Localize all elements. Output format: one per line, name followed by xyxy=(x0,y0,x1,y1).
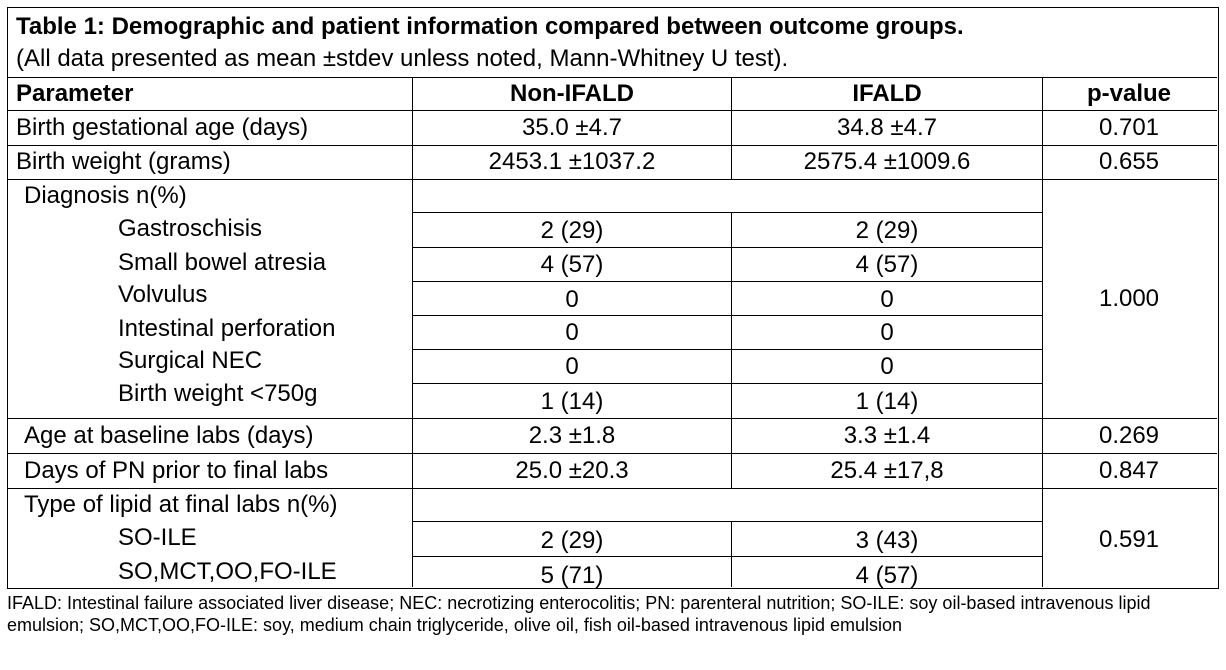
row-label: Diagnosis n(%) xyxy=(24,182,187,209)
ifald-value: 4 (57) xyxy=(855,251,919,278)
lipid-item: SO,MCT,OO,FO-ILE xyxy=(118,558,337,585)
column-rule xyxy=(731,212,732,419)
p-value: 0.591 xyxy=(1098,526,1160,553)
p-value: 1.000 xyxy=(1098,285,1160,312)
rule xyxy=(8,179,1217,180)
column-rule xyxy=(1042,77,1043,587)
p-value: 0.701 xyxy=(1098,114,1160,141)
diagnosis-item: Surgical NEC xyxy=(118,347,263,374)
ifald-value: 2575.4 ±1009.6 xyxy=(803,148,971,175)
diagnosis-item: Birth weight <750g xyxy=(118,380,318,407)
non-ifald-value: 4 (57) xyxy=(540,251,604,278)
row-label: Days of PN prior to final labs xyxy=(24,457,329,484)
rule xyxy=(8,145,1217,146)
rule xyxy=(412,281,1042,282)
table-footnote: IFALD: Intestinal failure associated liv… xyxy=(7,593,1151,635)
non-ifald-value: 0 xyxy=(565,286,579,313)
non-ifald-value: 0 xyxy=(565,319,579,346)
p-value: 0.655 xyxy=(1098,148,1160,175)
lipid-item: SO-ILE xyxy=(118,524,197,551)
ifald-value: 0 xyxy=(880,319,894,346)
rule xyxy=(8,77,1217,78)
p-value: 0.847 xyxy=(1098,457,1160,484)
rule xyxy=(412,247,1042,248)
diagnosis-item: Small bowel atresia xyxy=(118,249,327,276)
column-rule xyxy=(412,77,413,587)
header-non-ifald: Non-IFALD xyxy=(510,80,634,107)
table-subtitle: (All data presented as mean ±stdev unles… xyxy=(16,45,789,72)
non-ifald-value: 5 (71) xyxy=(540,562,604,589)
non-ifald-value: 2.3 ±1.8 xyxy=(528,422,616,449)
rule xyxy=(412,315,1042,316)
rule xyxy=(8,418,1217,419)
non-ifald-value: 2 (29) xyxy=(540,217,604,244)
diagnosis-item: Gastroschisis xyxy=(118,215,263,242)
column-rule xyxy=(731,418,732,488)
non-ifald-value: 2 (29) xyxy=(540,527,604,554)
header-parameter: Parameter xyxy=(16,80,134,107)
rule xyxy=(412,556,1042,557)
row-label: Birth weight (grams) xyxy=(16,148,231,175)
ifald-value: 34.8 ±4.7 xyxy=(837,114,937,141)
rule xyxy=(412,349,1042,350)
row-label: Type of lipid at final labs n(%) xyxy=(24,491,338,518)
rule xyxy=(8,110,1217,111)
non-ifald-value: 0 xyxy=(565,353,579,380)
rule xyxy=(8,488,1217,489)
non-ifald-value: 25.0 ±20.3 xyxy=(515,457,629,484)
non-ifald-value: 2453.1 ±1037.2 xyxy=(488,148,656,175)
diagnosis-item: Volvulus xyxy=(118,281,208,308)
non-ifald-value: 35.0 ±4.7 xyxy=(522,114,622,141)
ifald-value: 25.4 ±17,8 xyxy=(830,457,944,484)
row-label: Age at baseline labs (days) xyxy=(24,422,314,449)
ifald-value: 3 (43) xyxy=(855,527,919,554)
demographics-table: Table 1: Demographic and patient informa… xyxy=(7,7,1219,589)
rule xyxy=(412,521,1042,522)
ifald-value: 0 xyxy=(880,286,894,313)
row-label: Birth gestational age (days) xyxy=(16,114,309,141)
diagnosis-item: Intestinal perforation xyxy=(118,315,336,342)
ifald-value: 2 (29) xyxy=(855,217,919,244)
ifald-value: 3.3 ±1.4 xyxy=(843,422,931,449)
header-p-value: p-value xyxy=(1086,80,1172,107)
column-rule xyxy=(731,521,732,587)
table-title: Table 1: Demographic and patient informa… xyxy=(16,13,964,40)
header-ifald: IFALD xyxy=(852,80,922,107)
p-value: 0.269 xyxy=(1098,422,1160,449)
ifald-value: 4 (57) xyxy=(855,562,919,589)
ifald-value: 1 (14) xyxy=(855,388,919,415)
non-ifald-value: 1 (14) xyxy=(540,388,604,415)
column-rule xyxy=(731,77,732,180)
ifald-value: 0 xyxy=(880,353,894,380)
rule xyxy=(412,212,1042,213)
rule xyxy=(8,453,1217,454)
rule xyxy=(412,383,1042,384)
